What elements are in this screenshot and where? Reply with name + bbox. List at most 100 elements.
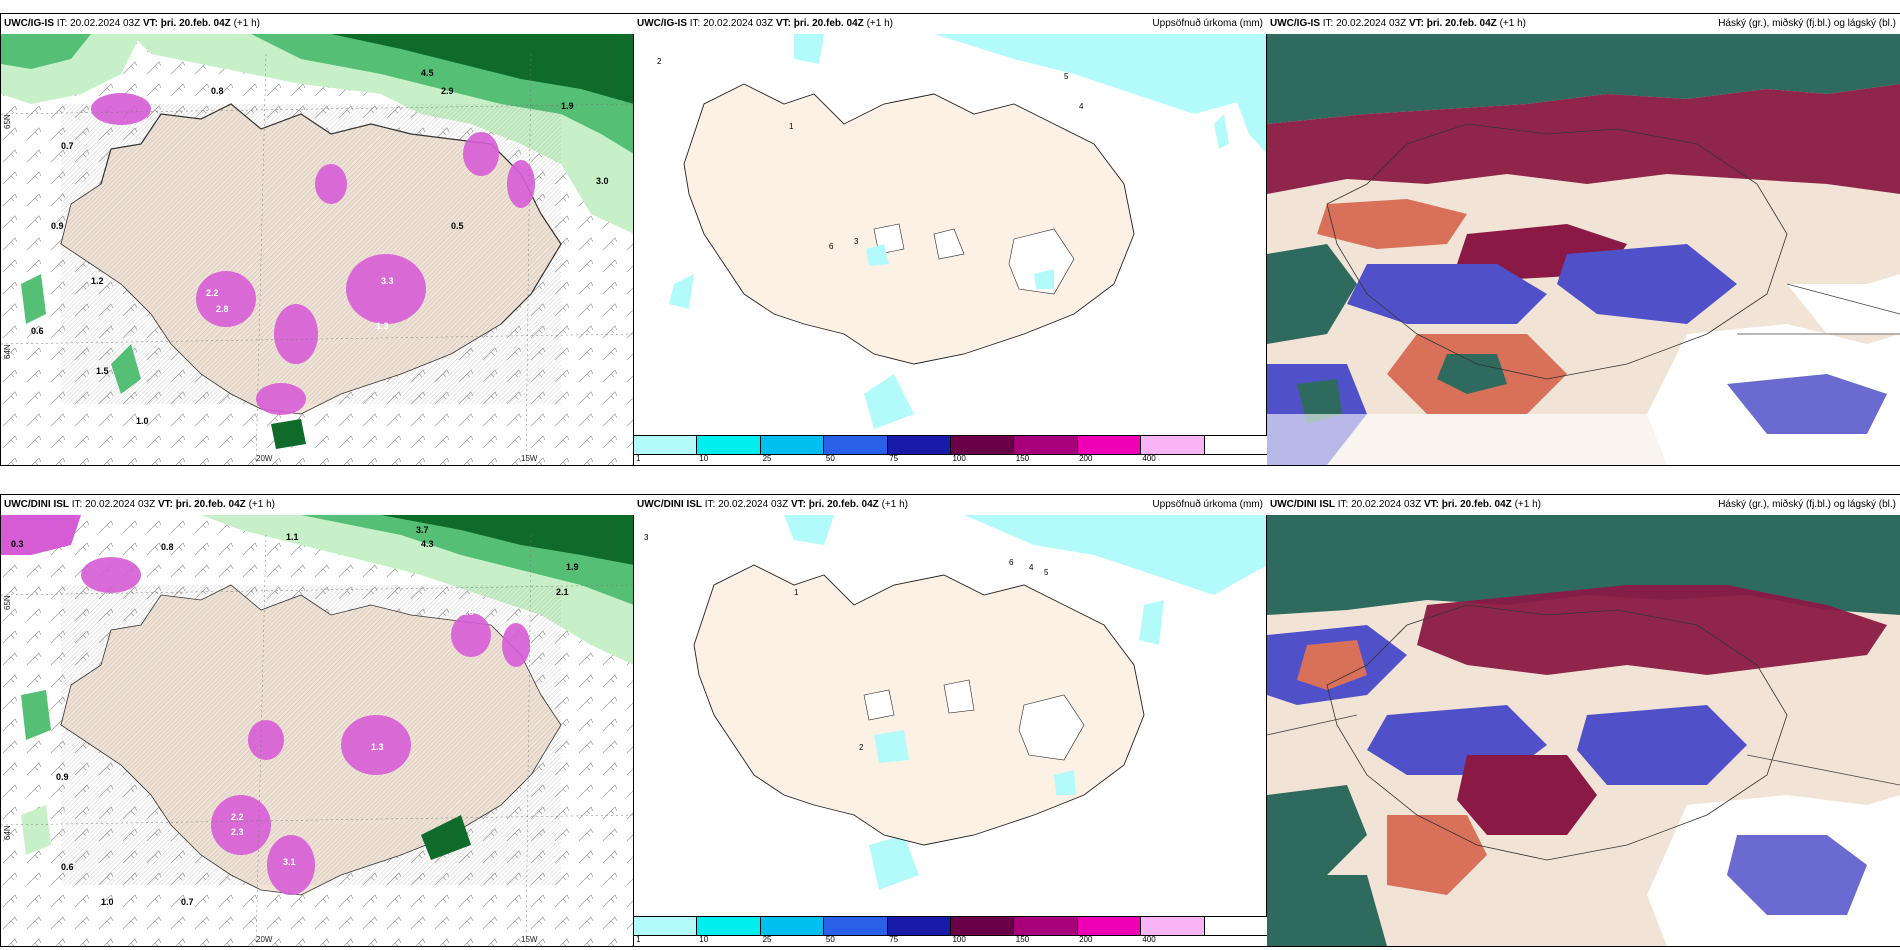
panel-top-middle-accum-precip: UWC/IG-IS IT: 20.02.2024 03Z VT: þri. 20… bbox=[633, 13, 1268, 466]
legend-label: 200 bbox=[1079, 935, 1093, 944]
value-label: 1.3 bbox=[376, 321, 389, 331]
value-label: 2.1 bbox=[556, 587, 569, 597]
valid-prefix: VT: bbox=[142, 18, 158, 29]
lat-label-64n: 64N bbox=[3, 825, 12, 840]
legend-label: 100 bbox=[952, 935, 966, 944]
valid-prefix: VT: bbox=[1423, 499, 1439, 510]
legend-swatch bbox=[1077, 436, 1142, 454]
legend-swatch bbox=[1014, 917, 1078, 935]
legend-label: 10 bbox=[699, 935, 709, 944]
value-label: 0.5 bbox=[451, 221, 464, 231]
legend-swatch bbox=[634, 436, 698, 454]
legend-swatch bbox=[1204, 917, 1267, 935]
model-name: UWC/DINI ISL bbox=[4, 499, 69, 510]
map-clouds-igis[interactable] bbox=[1267, 34, 1900, 465]
legend-label: 10 bbox=[699, 454, 709, 463]
lat-label-65n: 65N bbox=[3, 114, 12, 129]
valid-prefix: VT: bbox=[775, 18, 791, 29]
lat-label-65n: 65N bbox=[3, 595, 12, 610]
legend-swatch bbox=[697, 917, 761, 935]
precip-value: 2 bbox=[859, 743, 864, 752]
legend-labels: 1 10 25 50 75 100 150 200 400 bbox=[634, 935, 1267, 946]
panel-top-right-clouds: UWC/IG-IS IT: 20.02.2024 03Z VT: þri. 20… bbox=[1266, 13, 1900, 466]
panel-header: UWC/DINI ISL IT: 20.02.2024 03Z VT: þri.… bbox=[634, 495, 1267, 515]
valid-time: þri. 20.feb. 04Z bbox=[1426, 18, 1497, 29]
value-label: 1.0 bbox=[101, 897, 114, 907]
legend-swatch bbox=[1204, 436, 1267, 454]
legend-swatch bbox=[887, 436, 952, 454]
map-wind-precip-igis[interactable]: 0.5 0.7 0.9 1.0 1.2 1.5 2.2 2.8 3.3 4.5 … bbox=[1, 34, 634, 465]
map-wind-precip-dini[interactable]: 0.3 0.7 0.9 1.0 1.1 1.6 2.2 2.3 3.1 3.7 … bbox=[1, 515, 634, 946]
map-svg: 3 1 2 4 5 6 bbox=[634, 515, 1267, 916]
precip-value: 2 bbox=[657, 57, 662, 66]
precip-value: 3 bbox=[854, 237, 859, 246]
init-time: IT: 20.02.2024 03Z bbox=[1337, 499, 1422, 510]
value-label: 1.3 bbox=[371, 742, 384, 752]
value-label: 0.3 bbox=[11, 539, 24, 549]
value-label: 0.7 bbox=[181, 897, 194, 907]
panel-title: Háský (gr.), miðský (fj.bl.) og lágský (… bbox=[1718, 495, 1896, 515]
value-label: 0.6 bbox=[61, 862, 74, 872]
legend-swatch bbox=[697, 436, 761, 454]
map-accum-precip-igis[interactable]: 2 1 3 4 5 6 bbox=[634, 34, 1267, 435]
init-time: IT: 20.02.2024 03Z bbox=[71, 499, 156, 510]
legend-label: 25 bbox=[762, 454, 772, 463]
legend-swatch bbox=[1014, 436, 1078, 454]
map-accum-precip-dini[interactable]: 3 1 2 4 5 6 bbox=[634, 515, 1267, 916]
value-label: 2.3 bbox=[231, 827, 244, 837]
precip-value: 1 bbox=[794, 588, 799, 597]
value-label: 0.6 bbox=[31, 326, 44, 336]
panel-header: UWC/IG-IS IT: 20.02.2024 03Z VT: þri. 20… bbox=[1, 14, 634, 34]
value-label: 4.5 bbox=[421, 68, 434, 78]
value-label: 1.9 bbox=[566, 562, 579, 572]
legend-swatch bbox=[951, 436, 1015, 454]
legend-label: 200 bbox=[1079, 454, 1093, 463]
legend-swatch bbox=[1077, 917, 1142, 935]
lon-label-15w: 15W bbox=[521, 454, 538, 463]
map-clouds-dini[interactable] bbox=[1267, 515, 1900, 946]
legend-label bbox=[1204, 935, 1267, 946]
model-name: UWC/DINI ISL bbox=[637, 499, 702, 510]
value-label: 2.2 bbox=[206, 288, 219, 298]
map-svg bbox=[1267, 34, 1900, 465]
valid-time: þri. 20.feb. 04Z bbox=[1441, 499, 1512, 510]
value-label: 0.9 bbox=[51, 221, 64, 231]
value-label: 0.9 bbox=[56, 772, 69, 782]
value-label: 1.5 bbox=[96, 366, 109, 376]
legend-label: 50 bbox=[825, 935, 835, 944]
legend-label: 75 bbox=[889, 935, 899, 944]
valid-prefix: VT: bbox=[157, 499, 173, 510]
lead-time: (+1 h) bbox=[1514, 499, 1541, 510]
legend-label: 150 bbox=[1015, 454, 1030, 463]
valid-prefix: VT: bbox=[1408, 18, 1424, 29]
precip-value: 4 bbox=[1029, 563, 1034, 572]
lon-label-15w: 15W bbox=[521, 935, 538, 944]
init-time: IT: 20.02.2024 03Z bbox=[704, 499, 789, 510]
legend-swatch bbox=[760, 436, 825, 454]
legend-label: 150 bbox=[1015, 935, 1030, 944]
panel-title: Uppsöfnuð úrkoma (mm) bbox=[1152, 14, 1263, 34]
lead-time: (+1 h) bbox=[881, 499, 908, 510]
legend-swatch bbox=[951, 917, 1015, 935]
init-time: IT: 20.02.2024 03Z bbox=[56, 18, 141, 29]
precip-legend: 1 10 25 50 75 100 150 200 400 bbox=[634, 435, 1267, 465]
precip-value: 1 bbox=[789, 122, 794, 131]
value-label: 0.7 bbox=[61, 141, 74, 151]
model-name: UWC/IG-IS bbox=[1270, 18, 1320, 29]
value-label: 2.8 bbox=[216, 304, 229, 314]
legend-swatch bbox=[760, 917, 825, 935]
valid-time: þri. 20.feb. 04Z bbox=[160, 18, 231, 29]
legend-swatch bbox=[824, 917, 888, 935]
legend-label: 50 bbox=[825, 454, 835, 463]
value-label: 3.0 bbox=[596, 176, 609, 186]
precip-value: 3 bbox=[644, 533, 649, 542]
panel-bottom-left-wind-precip: UWC/DINI ISL IT: 20.02.2024 03Z VT: þri.… bbox=[0, 494, 635, 947]
panel-header: UWC/DINI ISL IT: 20.02.2024 03Z VT: þri.… bbox=[1, 495, 634, 515]
value-label: 1.1 bbox=[286, 532, 299, 542]
valid-time: þri. 20.feb. 04Z bbox=[175, 499, 246, 510]
value-label: 3.7 bbox=[416, 525, 429, 535]
panel-top-left-wind-precip: UWC/IG-IS IT: 20.02.2024 03Z VT: þri. 20… bbox=[0, 13, 635, 466]
model-name: UWC/IG-IS bbox=[4, 18, 54, 29]
precip-value: 6 bbox=[829, 242, 834, 251]
legend-label bbox=[1204, 454, 1267, 465]
